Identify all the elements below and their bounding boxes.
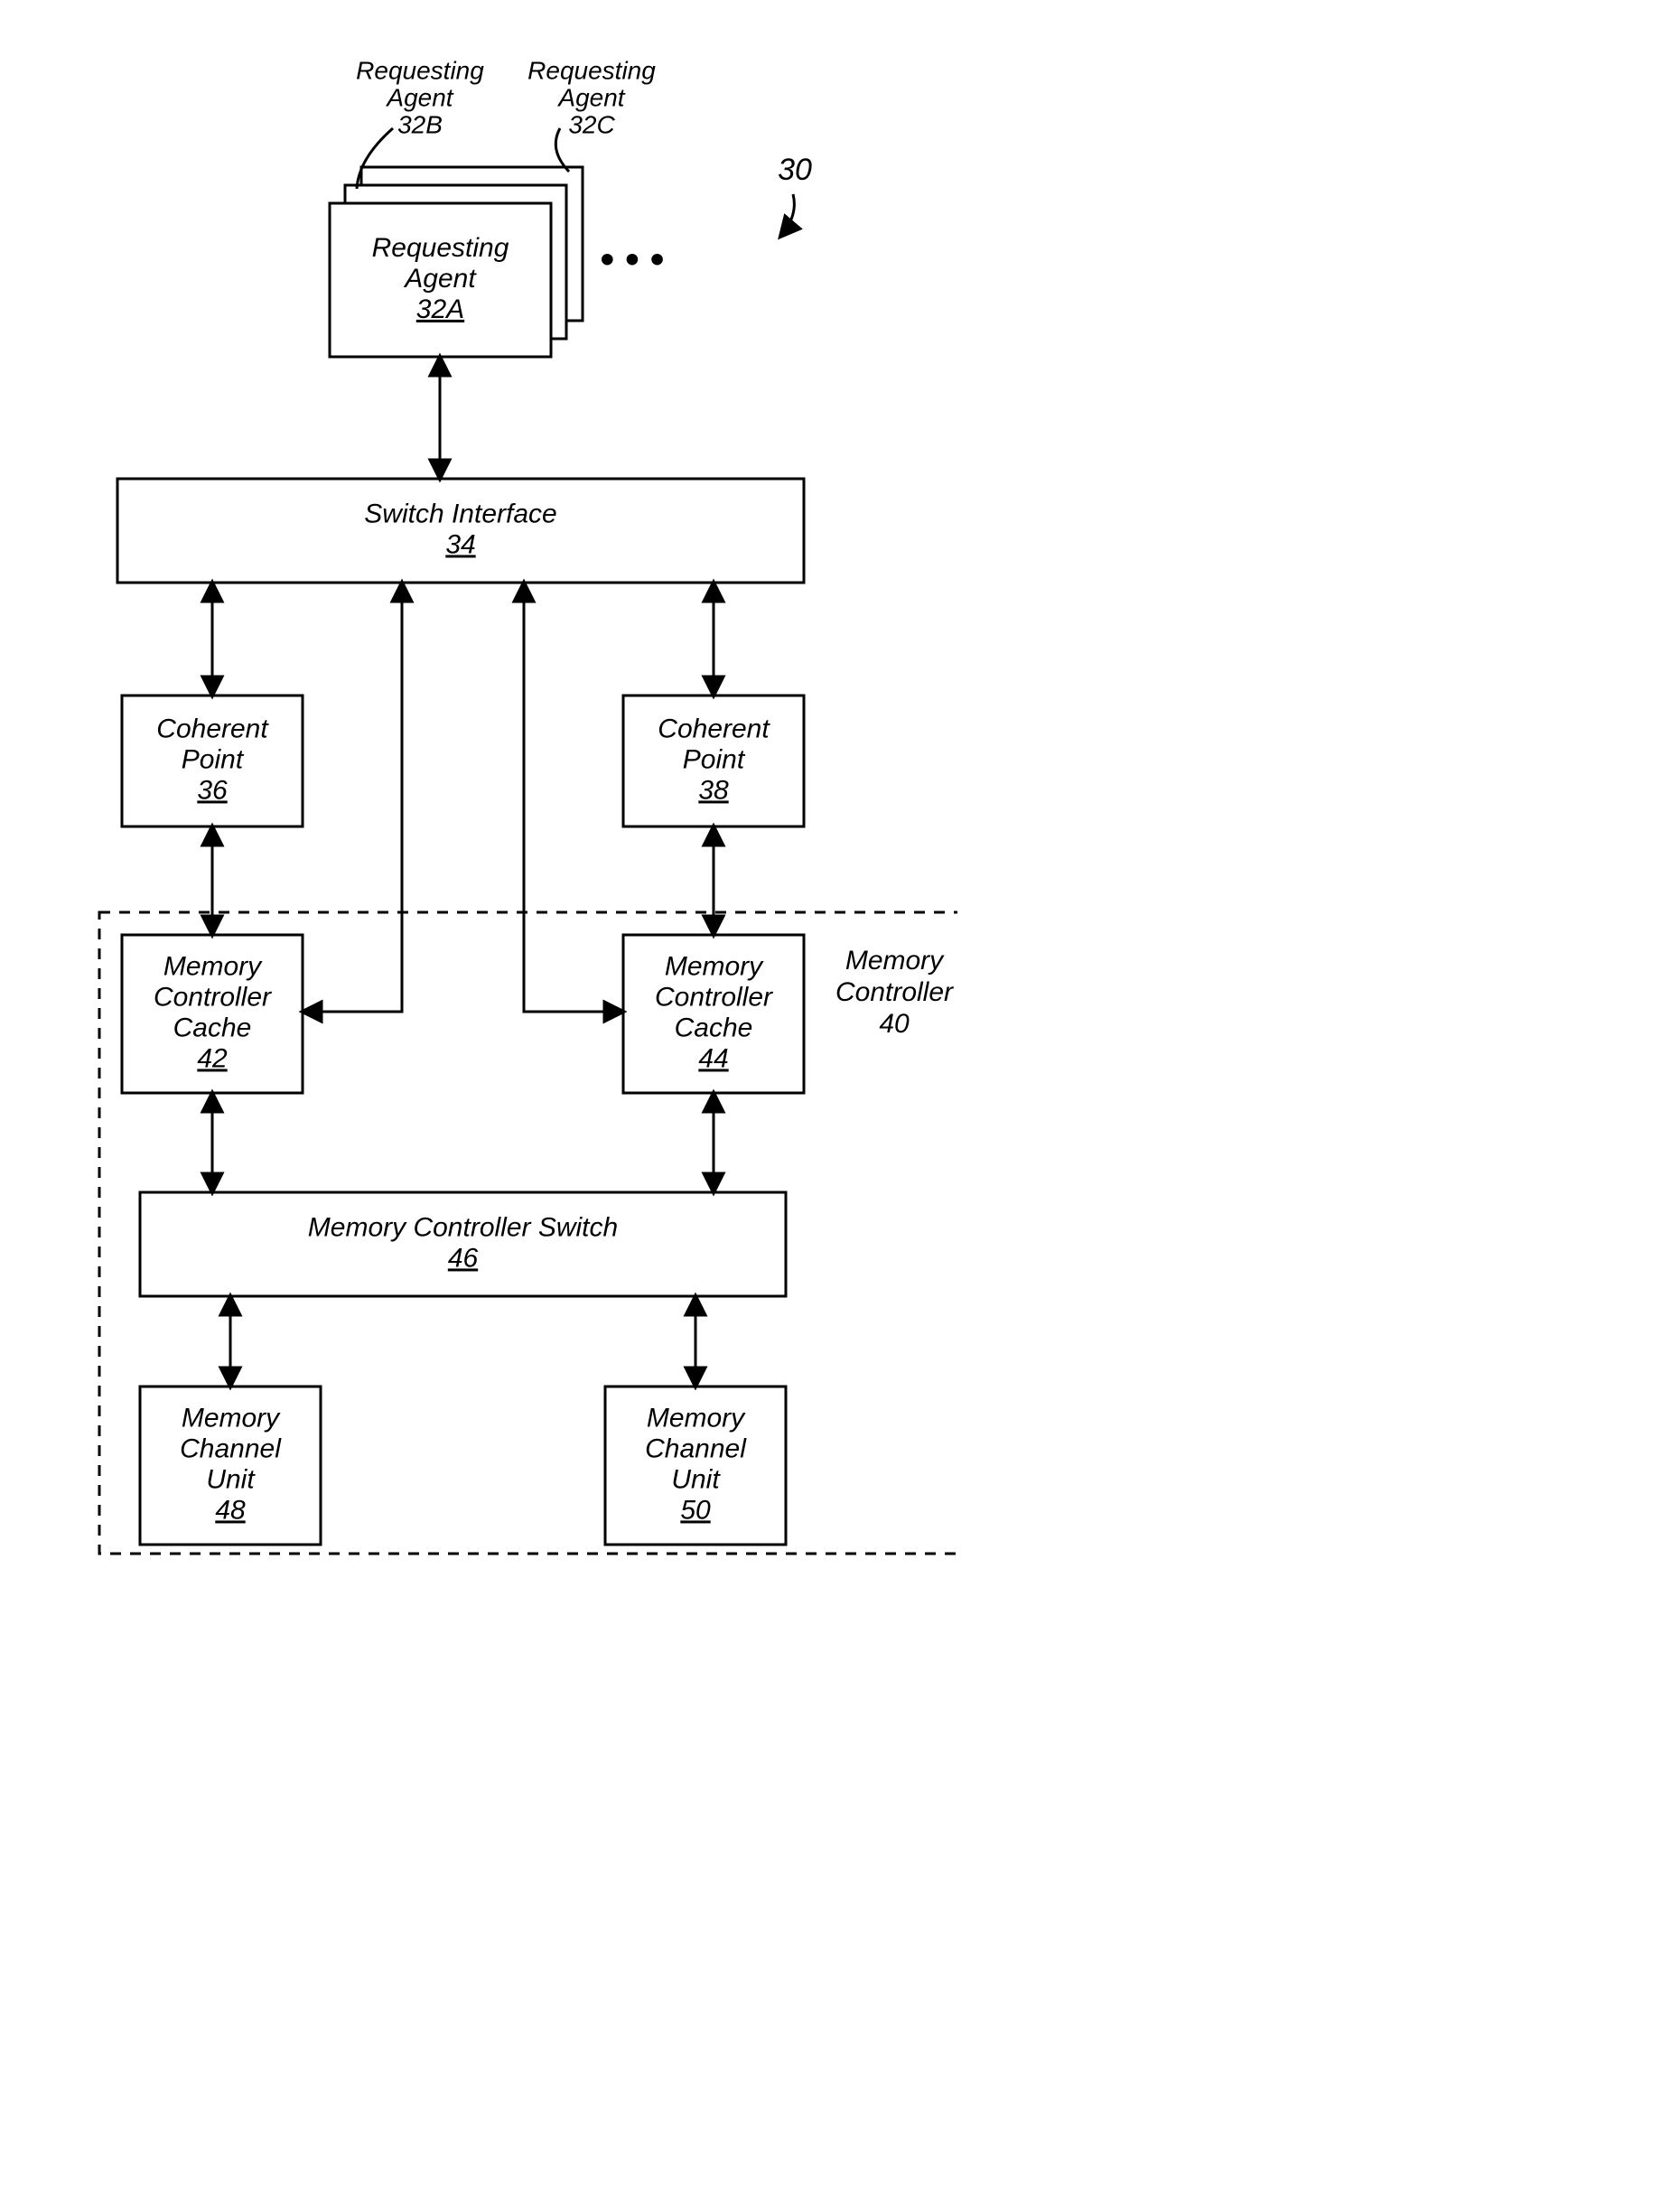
mem-ctrl-cache-44-label-3: 44 [698,1043,728,1073]
mem-ctrl-switch-label-1: 46 [448,1243,479,1273]
mem-channel-unit-50-label-0: Memory [647,1403,746,1433]
mem-channel-unit-50-label-1: Channel [645,1433,747,1463]
requesting-agent-32a-label-0: Requesting [372,233,509,263]
mem-ctrl-cache-44-label-2: Cache [675,1013,753,1042]
coherent-point-38-label-1: Point [683,744,746,774]
more-agents-ellipsis: • • • [601,238,665,282]
agent_label_32C-ref: 32C [568,110,615,138]
mem-ctrl-cache-42-label-2: Cache [173,1013,252,1042]
mem-channel-unit-50-label-3: 50 [680,1495,711,1525]
coherent-point-38-label-2: 38 [698,775,729,805]
coherent-point-38-label-0: Coherent [658,714,770,743]
mem-ctrl-switch-label-0: Memory Controller Switch [308,1212,618,1242]
agent_label_32B-t1: Requesting [356,56,484,84]
elbow-arrow-0 [303,583,402,1012]
mem-ctrl-cache-42-label-3: 42 [197,1043,228,1073]
switch-interface-label-1: 34 [445,529,475,559]
coherent-point-36-label-2: 36 [197,775,228,805]
elbow-arrow-1 [524,583,623,1012]
mem-ctrl-t1: Memory [845,946,945,976]
mem-ctrl-cache-42-label-0: Memory [163,951,263,981]
mem-channel-unit-48-label-1: Channel [180,1433,282,1463]
mem-channel-unit-48-label-0: Memory [182,1403,281,1433]
agent_label_32C-t2: Agent [556,83,625,111]
figure-ref-arrow [780,194,794,237]
mem-ctrl-cache-42-label-1: Controller [154,982,272,1012]
switch-interface-label-0: Switch Interface [364,499,556,528]
agent_label_32B-t2: Agent [385,83,453,111]
mem-ctrl-ref: 40 [879,1009,910,1039]
agent_label_32B-ref: 32B [397,110,443,138]
figure-ref-30: 30 [778,153,812,187]
mem-channel-unit-50-label-2: Unit [671,1464,721,1494]
requesting-agent-32a-label-2: 32A [416,294,464,324]
requesting-agent-32a-label-1: Agent [403,264,477,294]
coherent-point-36-label-1: Point [182,744,245,774]
callout-1 [555,128,569,172]
mem-ctrl-t2: Controller [835,977,954,1007]
mem-ctrl-cache-44-label-1: Controller [655,982,773,1012]
mem-ctrl-cache-44-label-0: Memory [665,951,764,981]
mem-channel-unit-48-label-2: Unit [206,1464,256,1494]
coherent-point-36-label-0: Coherent [156,714,269,743]
agent_label_32C-t1: Requesting [527,56,656,84]
mem-channel-unit-48-label-3: 48 [215,1495,246,1525]
